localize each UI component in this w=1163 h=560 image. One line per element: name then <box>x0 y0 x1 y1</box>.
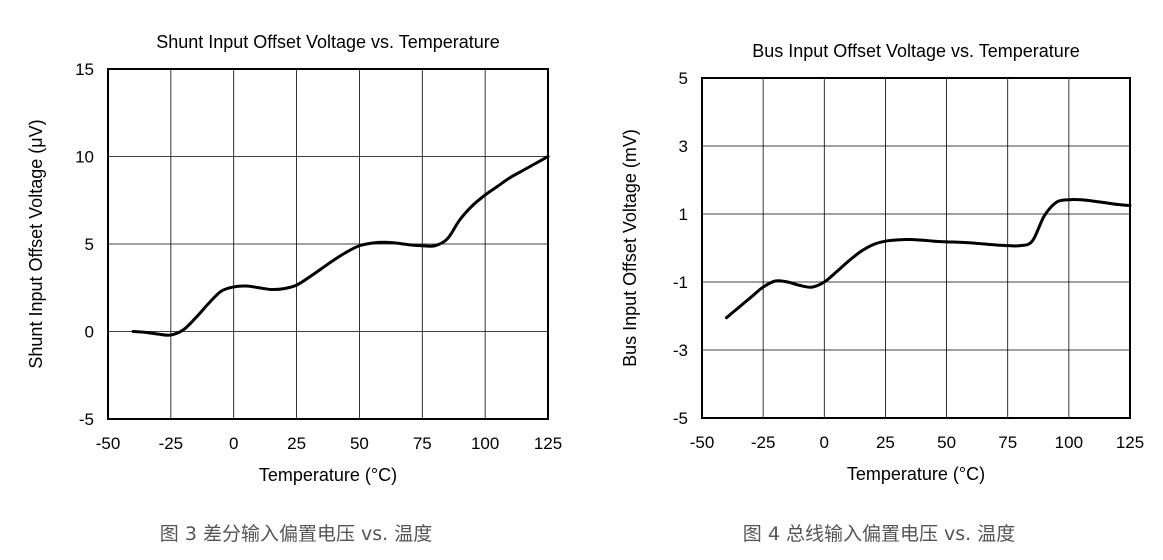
figure-caption: 图 4 总线输入偏置电压 vs. 温度 <box>743 523 1015 545</box>
x-tick-label: 100 <box>1055 433 1083 452</box>
x-tick-label: 75 <box>413 434 432 453</box>
y-tick-label: -5 <box>79 410 94 429</box>
y-axis-label: Shunt Input Offset Voltage (μV) <box>26 119 46 368</box>
y-tick-label: 15 <box>75 60 94 79</box>
y-tick-label: -5 <box>673 409 688 428</box>
x-tick-label: 0 <box>820 433 829 452</box>
y-axis-label: Bus Input Offset Voltage (mV) <box>620 129 640 367</box>
x-tick-label: 25 <box>287 434 306 453</box>
chart-title: Bus Input Offset Voltage vs. Temperature <box>752 41 1080 61</box>
y-tick-label: 0 <box>85 323 94 342</box>
x-tick-label: -50 <box>690 433 715 452</box>
chart-2: Bus Input Offset Voltage vs. Temperature… <box>620 41 1144 545</box>
chart-1: Shunt Input Offset Voltage vs. Temperatu… <box>26 32 562 545</box>
chart-title: Shunt Input Offset Voltage vs. Temperatu… <box>156 32 500 52</box>
x-tick-label: 0 <box>229 434 238 453</box>
y-tick-label: -1 <box>673 273 688 292</box>
x-tick-label: 100 <box>471 434 499 453</box>
x-tick-label: 50 <box>937 433 956 452</box>
figure-caption: 图 3 差分输入偏置电压 vs. 温度 <box>160 523 432 545</box>
y-tick-label: 1 <box>679 205 688 224</box>
plot-frame <box>701 77 1131 419</box>
x-tick-label: 125 <box>1116 433 1144 452</box>
x-tick-label: 50 <box>350 434 369 453</box>
x-tick-label: -25 <box>751 433 776 452</box>
y-tick-label: 5 <box>679 69 688 88</box>
data-line <box>131 155 550 337</box>
x-tick-label: 75 <box>998 433 1017 452</box>
data-line <box>724 197 1132 320</box>
x-tick-label: -25 <box>159 434 184 453</box>
x-tick-label: 25 <box>876 433 895 452</box>
x-tick-label: 125 <box>534 434 562 453</box>
plot-frame <box>107 68 549 420</box>
x-axis-label: Temperature (°C) <box>259 465 397 485</box>
y-tick-label: -3 <box>673 341 688 360</box>
x-tick-label: -50 <box>96 434 121 453</box>
y-tick-label: 10 <box>75 148 94 167</box>
y-tick-label: 3 <box>679 137 688 156</box>
x-axis-label: Temperature (°C) <box>847 464 985 484</box>
y-tick-label: 5 <box>85 235 94 254</box>
